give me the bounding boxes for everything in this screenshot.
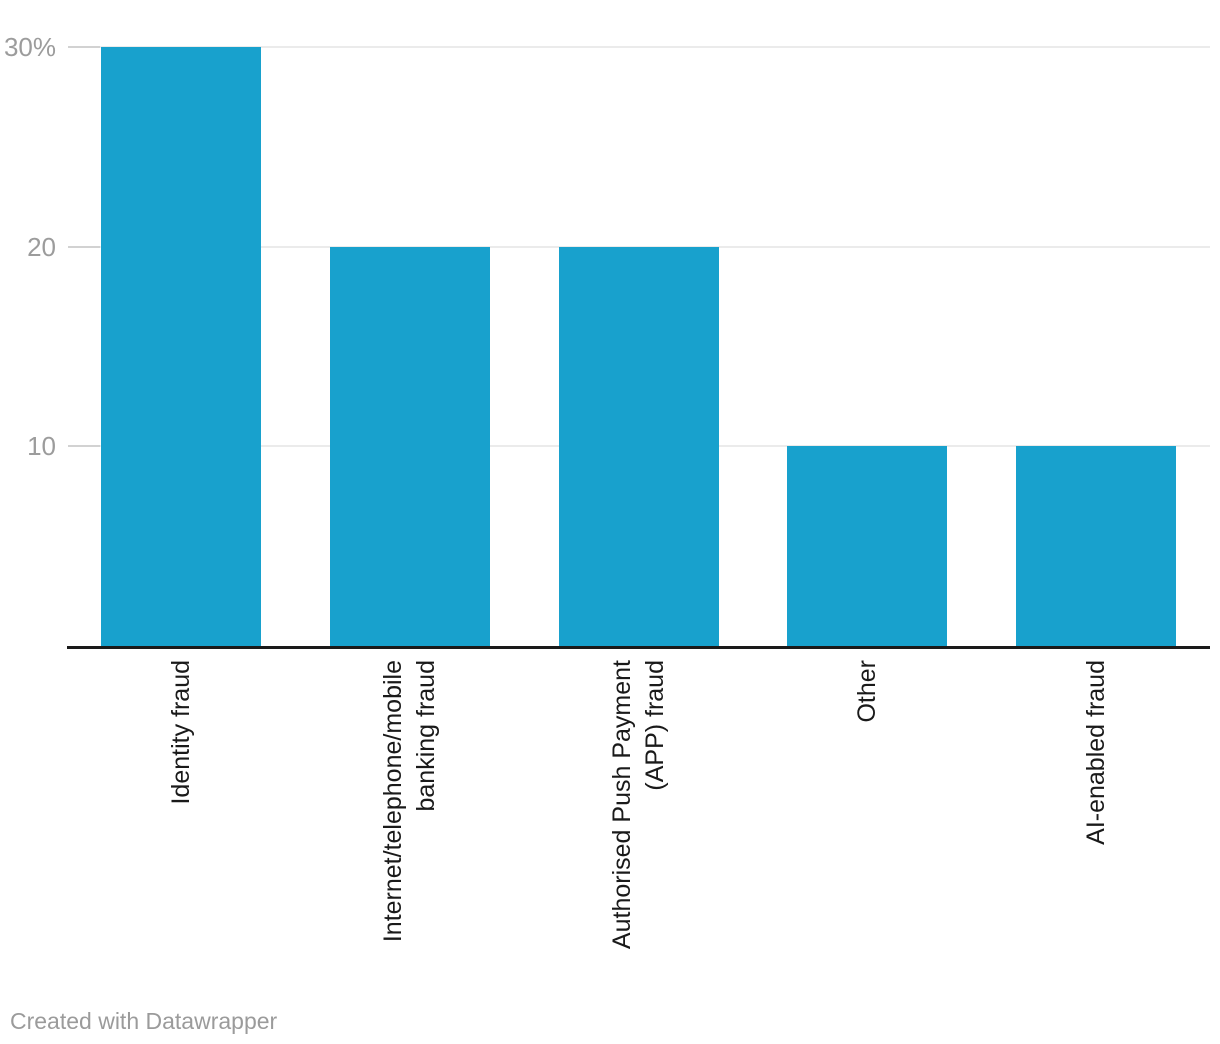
tick-mark: [68, 46, 100, 48]
x-axis-line: [67, 646, 1210, 649]
x-axis-label: AI-enabled fraud: [1082, 660, 1110, 845]
x-axis-label: Internet/telephone/mobile banking fraud: [379, 660, 440, 943]
x-axis-label: Identity fraud: [167, 660, 195, 805]
gridline: [68, 46, 1210, 48]
tick-mark: [68, 445, 100, 447]
datawrapper-credit: Created with Datawrapper: [10, 1008, 278, 1034]
y-tick-label: 30%: [3, 32, 56, 62]
y-tick-label: 10: [27, 431, 56, 461]
bar: [559, 247, 719, 646]
bar: [330, 247, 490, 646]
bar: [101, 47, 261, 646]
bar: [1016, 446, 1176, 646]
tick-mark: [68, 246, 100, 248]
x-axis-label: Authorised Push Payment (APP) fraud: [608, 660, 669, 950]
x-axis-label: Other: [853, 660, 881, 723]
y-tick-label: 20: [27, 232, 56, 262]
bar: [787, 446, 947, 646]
